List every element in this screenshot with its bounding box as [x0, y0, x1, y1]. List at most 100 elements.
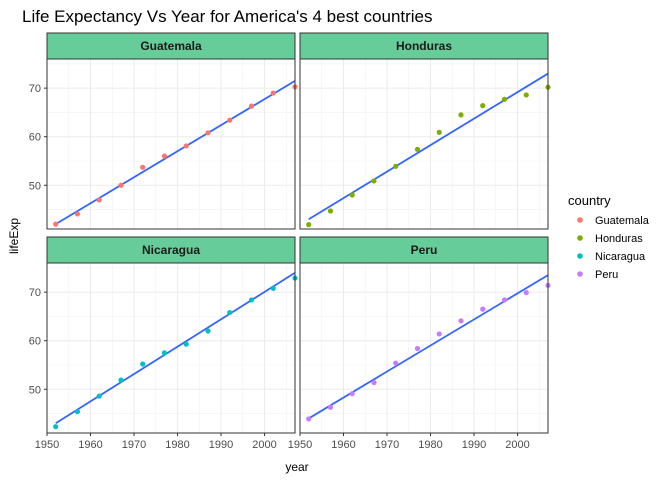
- y-tick-label: 60: [29, 336, 41, 348]
- panel-border: [46, 58, 296, 230]
- facet-strip-label: Nicaragua: [142, 243, 200, 257]
- facet-strip: [46, 32, 296, 60]
- data-point-peru: [349, 391, 355, 397]
- trend-line-peru: [308, 274, 549, 420]
- panel-background: [300, 263, 548, 433]
- legend-key-nicaragua: [577, 253, 583, 259]
- x-tick-label: 1960: [331, 439, 355, 451]
- chart-title: Life Expectancy Vs Year for America's 4 …: [22, 7, 433, 26]
- y-axis-title: lifeExp: [7, 218, 21, 254]
- data-point-nicaragua: [161, 350, 168, 356]
- data-point-honduras: [523, 92, 529, 98]
- facet-strip: [299, 236, 549, 264]
- x-tick-label: 1990: [462, 439, 486, 451]
- y-tick-label: 50: [29, 180, 41, 192]
- data-point-honduras: [480, 103, 486, 109]
- legend-key-peru: [577, 271, 583, 277]
- panel-border: [46, 262, 296, 434]
- panel-background: [47, 59, 295, 229]
- facet-strip: [299, 32, 549, 60]
- facet-panels: Guatemala 50 60 70 Honduras Nicaragua 50 60 70 19…: [29, 32, 551, 451]
- data-point-nicaragua: [270, 285, 276, 291]
- facet-strip: [46, 236, 296, 264]
- x-axis-title: year: [285, 460, 308, 474]
- data-point-guatemala: [53, 221, 59, 227]
- legend-key-guatemala: [577, 217, 583, 223]
- facet-panel-nicaragua: Nicaragua 50 60 70 1950 1960 1970 1980 1990 2000: [29, 236, 298, 451]
- data-point-guatemala: [248, 103, 255, 109]
- x-tick-label: 1950: [288, 439, 312, 451]
- trend-line-nicaragua: [55, 271, 296, 425]
- data-point-guatemala: [118, 182, 124, 188]
- x-tick-label: 2000: [252, 439, 276, 451]
- facet-panel-peru: Peru 1950 1960 1970 1980 1990 2000: [288, 236, 551, 451]
- data-point-guatemala: [227, 117, 233, 123]
- x-tick-label: 1990: [209, 439, 233, 451]
- data-point-honduras: [371, 178, 377, 184]
- y-tick-label: 70: [29, 287, 41, 299]
- panel-border: [299, 58, 549, 230]
- data-point-guatemala: [161, 153, 168, 159]
- data-point-honduras: [458, 112, 464, 118]
- x-tick-label: 1970: [375, 439, 399, 451]
- facet-strip-label: Honduras: [396, 39, 452, 53]
- data-point-guatemala: [183, 143, 189, 149]
- data-point-peru: [436, 331, 442, 337]
- legend-label-peru: Peru: [595, 269, 618, 281]
- data-point-guatemala: [74, 211, 81, 217]
- data-point-nicaragua: [227, 309, 233, 316]
- panel-background: [300, 59, 548, 229]
- data-point-nicaragua: [96, 393, 102, 399]
- trend-line-guatemala: [55, 80, 296, 225]
- data-point-honduras: [501, 96, 508, 102]
- x-tick-label: 1980: [418, 439, 442, 451]
- legend-title: country: [568, 193, 611, 208]
- legend-label-nicaragua: Nicaragua: [595, 251, 646, 263]
- data-point-peru: [501, 297, 508, 303]
- data-point-nicaragua: [248, 297, 255, 303]
- x-tick-label: 1950: [35, 439, 59, 451]
- legend-label-guatemala: Guatemala: [595, 215, 650, 227]
- data-point-nicaragua: [74, 409, 81, 415]
- data-point-peru: [523, 290, 529, 296]
- data-point-nicaragua: [205, 328, 211, 334]
- data-point-guatemala: [96, 197, 102, 203]
- data-point-guatemala: [205, 130, 211, 136]
- data-point-peru: [480, 306, 486, 312]
- data-point-guatemala: [140, 164, 146, 170]
- legend: country Guatemala Honduras Nicaragua Peru: [568, 193, 650, 281]
- data-point-nicaragua: [53, 424, 59, 430]
- data-point-peru: [306, 416, 312, 422]
- facet-panel-honduras: Honduras: [299, 32, 551, 230]
- facet-strip-label: Guatemala: [140, 39, 202, 53]
- data-point-nicaragua: [118, 377, 124, 383]
- data-point-peru: [458, 318, 464, 324]
- data-point-nicaragua: [140, 361, 146, 367]
- data-point-peru: [327, 404, 334, 410]
- data-point-honduras: [436, 129, 442, 135]
- x-tick-label: 1960: [78, 439, 102, 451]
- panel-background: [47, 263, 295, 433]
- legend-key-honduras: [577, 235, 583, 241]
- data-point-honduras: [327, 208, 334, 214]
- panel-border: [299, 262, 549, 434]
- facet-strip-label: Peru: [411, 243, 438, 257]
- x-tick-label: 2000: [505, 439, 529, 451]
- legend-label-honduras: Honduras: [595, 233, 643, 245]
- x-tick-label: 1980: [165, 439, 189, 451]
- data-point-guatemala: [270, 90, 276, 96]
- trend-line-honduras: [308, 72, 549, 221]
- y-tick-label: 70: [29, 83, 41, 95]
- data-point-honduras: [414, 146, 421, 152]
- data-point-honduras: [349, 192, 355, 198]
- data-point-honduras: [306, 222, 312, 228]
- data-point-honduras: [393, 163, 399, 169]
- data-point-peru: [371, 379, 377, 386]
- facet-panel-guatemala: Guatemala 50 60 70: [29, 32, 298, 230]
- y-tick-label: 60: [29, 132, 41, 144]
- data-point-peru: [414, 345, 421, 352]
- y-tick-label: 50: [29, 384, 41, 396]
- x-tick-label: 1970: [122, 439, 146, 451]
- data-point-peru: [393, 360, 399, 366]
